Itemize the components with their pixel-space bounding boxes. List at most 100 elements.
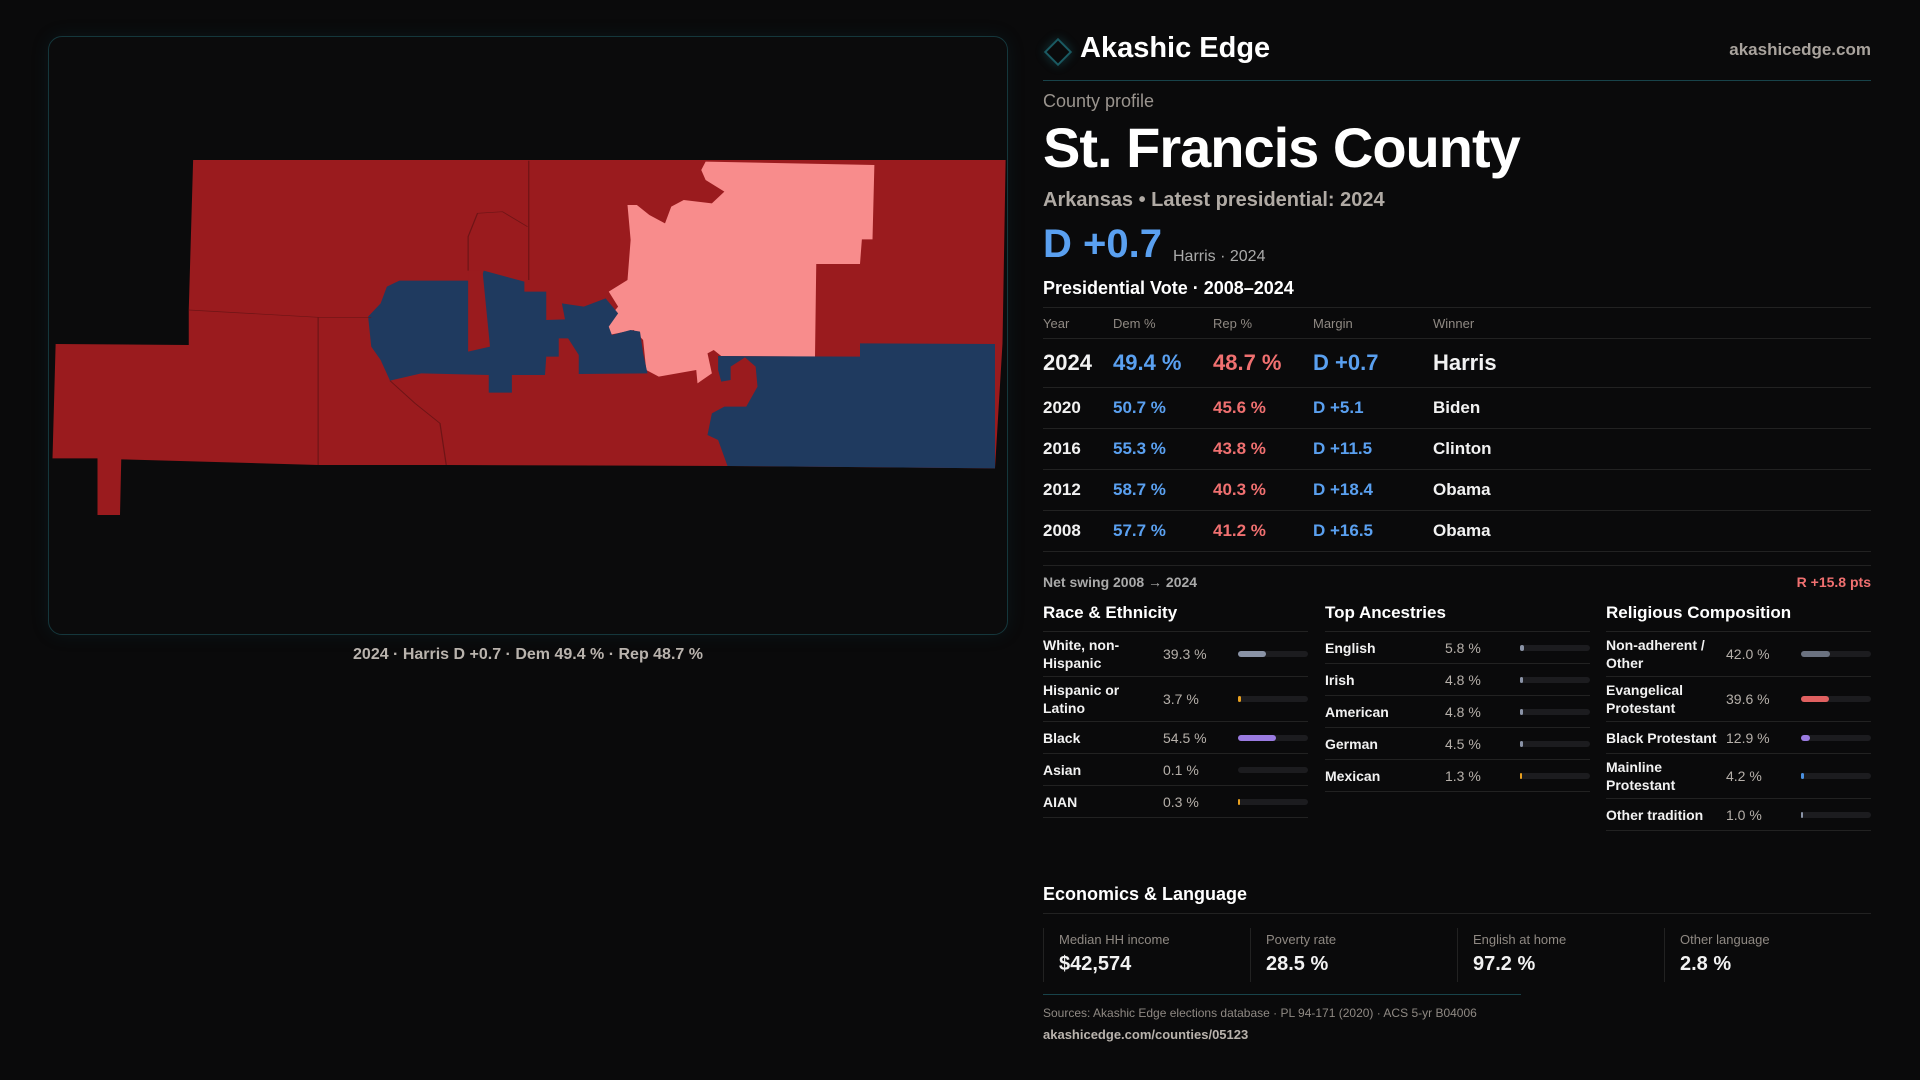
stat-value: 97.2 % — [1473, 953, 1536, 975]
precinct-rep-lean[interactable] — [605, 161, 875, 384]
cell-winner: Harris — [1433, 338, 1871, 388]
race-bar — [1238, 651, 1308, 657]
table-row[interactable]: 2016 55.3 % 43.8 % D +11.5 Clinton — [1043, 428, 1871, 470]
ancestry-row: American 4.8 % — [1325, 696, 1590, 728]
religion-bar — [1801, 696, 1871, 702]
swing-label: Net swing 2008 → 2024 — [1043, 574, 1198, 590]
header-divider — [1043, 80, 1871, 81]
religion-bar-fill — [1801, 696, 1829, 702]
precinct-dem-center[interactable] — [368, 270, 648, 393]
cell-margin: D +0.7 — [1313, 338, 1433, 388]
ancestry-value: 1.3 % — [1445, 767, 1481, 784]
divider — [1043, 565, 1871, 566]
cell-dem-pct: 55.3 % — [1113, 428, 1213, 470]
economics-title: Economics & Language — [1043, 884, 1248, 904]
page-url[interactable]: akashicedge.com/counties/05123 — [1043, 1027, 1249, 1042]
ancestry-bar — [1520, 644, 1590, 651]
religion-bar-fill — [1801, 734, 1811, 741]
religion-bar — [1801, 734, 1871, 741]
ancestry-label: German — [1325, 735, 1378, 752]
religion-label: Evangelical Protestant — [1606, 682, 1684, 716]
race-row: Black 54.5 % — [1043, 722, 1308, 754]
footer-divider — [1043, 994, 1521, 995]
ancestry-value: 4.5 % — [1445, 735, 1481, 752]
ancestry-bar-fill — [1520, 676, 1524, 683]
precinct-rep-strip[interactable] — [468, 270, 490, 352]
ancestry-bar — [1520, 740, 1590, 747]
cell-margin: D +5.1 — [1313, 387, 1433, 429]
ancestry-bar — [1520, 676, 1590, 683]
race-bar-fill — [1238, 651, 1266, 657]
brand-name[interactable]: Akashic Edge — [1080, 32, 1271, 64]
religion-bar — [1801, 651, 1871, 657]
race-label: Asian — [1043, 761, 1082, 778]
race-title: Race & Ethnicity — [1043, 601, 1308, 632]
economics-cards: Median HH income $42,574 Poverty rate 28.5 … — [1043, 928, 1871, 982]
race-bar — [1238, 798, 1308, 805]
race-bar — [1238, 734, 1308, 741]
religion-bar-fill — [1801, 773, 1804, 779]
religion-row: Non-adherent / Other 42.0 % — [1606, 632, 1871, 677]
subtitle: Arkansas • Latest presidential: 2024 — [1043, 189, 1385, 211]
race-bar-fill — [1238, 798, 1240, 805]
stat-card: Poverty rate 28.5 % — [1250, 928, 1457, 982]
col-margin: Margin — [1313, 307, 1433, 339]
table-row[interactable]: 2008 57.7 % 41.2 % D +16.5 Obama — [1043, 510, 1871, 552]
precinct-dem-east[interactable] — [707, 343, 996, 469]
race-bar-fill — [1238, 734, 1277, 741]
stat-label: Poverty rate — [1266, 932, 1337, 947]
county-precinct-map[interactable] — [40, 140, 1020, 530]
col-winner: Winner — [1433, 307, 1871, 339]
cell-margin: D +16.5 — [1313, 510, 1433, 552]
table-row[interactable]: 2024 49.4 % 48.7 % D +0.7 Harris — [1043, 338, 1871, 388]
race-row: AIAN 0.3 % — [1043, 786, 1308, 818]
cell-dem-pct: 58.7 % — [1113, 469, 1213, 511]
stat-value: 28.5 % — [1266, 953, 1329, 975]
race-label: AIAN — [1043, 793, 1078, 810]
race-bar-fill — [1238, 696, 1241, 702]
cell-rep-pct: 43.8 % — [1213, 428, 1313, 470]
religion-label: Black Protestant — [1606, 729, 1717, 746]
cell-winner: Obama — [1433, 469, 1871, 511]
ancestry-row: German 4.5 % — [1325, 728, 1590, 760]
ancestry-value: 4.8 % — [1445, 703, 1481, 720]
votes-title: Presidential Vote · 2008–2024 — [1043, 278, 1294, 298]
table-row[interactable]: 2020 50.7 % 45.6 % D +5.1 Biden — [1043, 387, 1871, 429]
ancestry-row: Irish 4.8 % — [1325, 664, 1590, 696]
ancestry-section: Top Ancestries English 5.8 % Irish 4.8 % Amer… — [1325, 601, 1590, 792]
religion-value: 4.2 % — [1726, 768, 1762, 784]
religion-section: Religious Composition Non-adherent / Othe… — [1606, 601, 1871, 831]
divider — [1043, 913, 1871, 914]
religion-value: 1.0 % — [1726, 806, 1762, 823]
ancestry-bar-fill — [1520, 772, 1522, 779]
ancestry-bar-fill — [1520, 644, 1525, 651]
site-link[interactable]: akashicedge.com — [1729, 40, 1871, 59]
religion-bar — [1801, 811, 1871, 818]
precinct-borders — [188, 160, 530, 466]
cell-year: 2016 — [1043, 428, 1113, 470]
religion-title: Religious Composition — [1606, 601, 1871, 632]
race-value: 0.3 % — [1163, 793, 1199, 810]
religion-row: Black Protestant 12.9 % — [1606, 722, 1871, 754]
col-dem: Dem % — [1113, 307, 1213, 339]
religion-row: Mainline Protestant 4.2 % — [1606, 754, 1871, 799]
race-label: White, non-Hispanic — [1043, 637, 1120, 671]
religion-bar-fill — [1801, 651, 1831, 657]
stat-card: Other language 2.8 % — [1664, 928, 1871, 982]
race-row: White, non-Hispanic 39.3 % — [1043, 632, 1308, 677]
religion-row: Evangelical Protestant 39.6 % — [1606, 677, 1871, 722]
table-row[interactable]: 2012 58.7 % 40.3 % D +18.4 Obama — [1043, 469, 1871, 511]
cell-margin: D +11.5 — [1313, 428, 1433, 470]
stat-card: Median HH income $42,574 — [1043, 928, 1250, 982]
kicker: County profile — [1043, 91, 1155, 111]
race-row: Hispanic or Latino 3.7 % — [1043, 677, 1308, 722]
religion-label: Non-adherent / Other — [1606, 637, 1705, 671]
religion-value: 39.6 % — [1726, 691, 1770, 707]
race-row: Asian 0.1 % — [1043, 754, 1308, 786]
religion-value: 42.0 % — [1726, 646, 1770, 662]
race-label: Hispanic or Latino — [1043, 682, 1120, 716]
stat-value: $42,574 — [1059, 953, 1132, 975]
religion-bar — [1801, 773, 1871, 779]
cell-winner: Clinton — [1433, 428, 1871, 470]
sources: Sources: Akashic Edge elections database… — [1043, 1006, 1477, 1020]
